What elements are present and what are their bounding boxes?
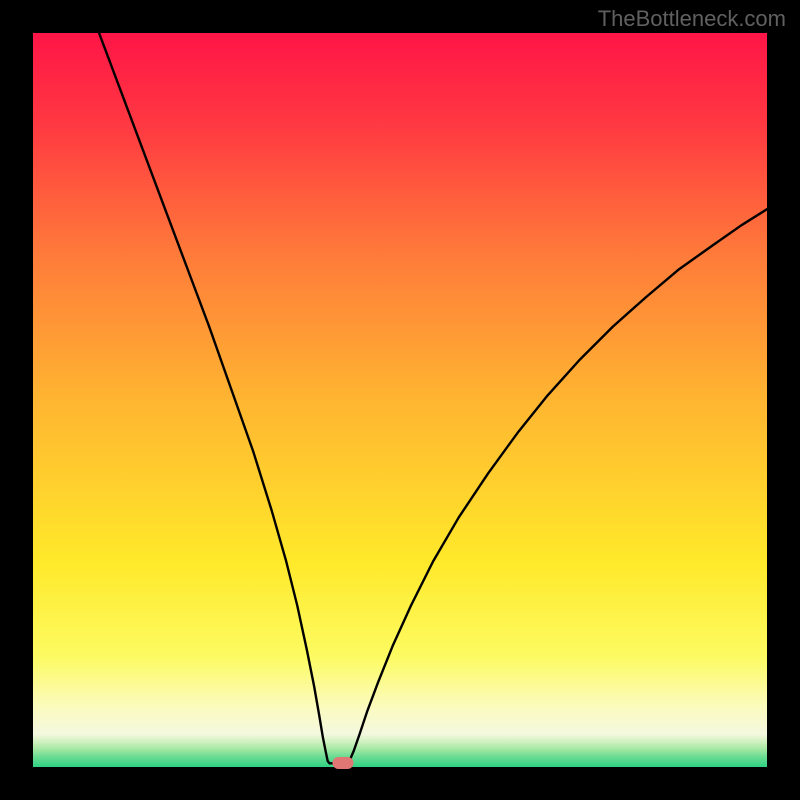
chart-root: TheBottleneck.com (0, 0, 800, 800)
curve-path (99, 33, 767, 763)
plot-area (33, 33, 767, 767)
bottleneck-curve (33, 33, 767, 767)
watermark-text: TheBottleneck.com (598, 6, 786, 32)
vertex-marker (333, 757, 354, 769)
